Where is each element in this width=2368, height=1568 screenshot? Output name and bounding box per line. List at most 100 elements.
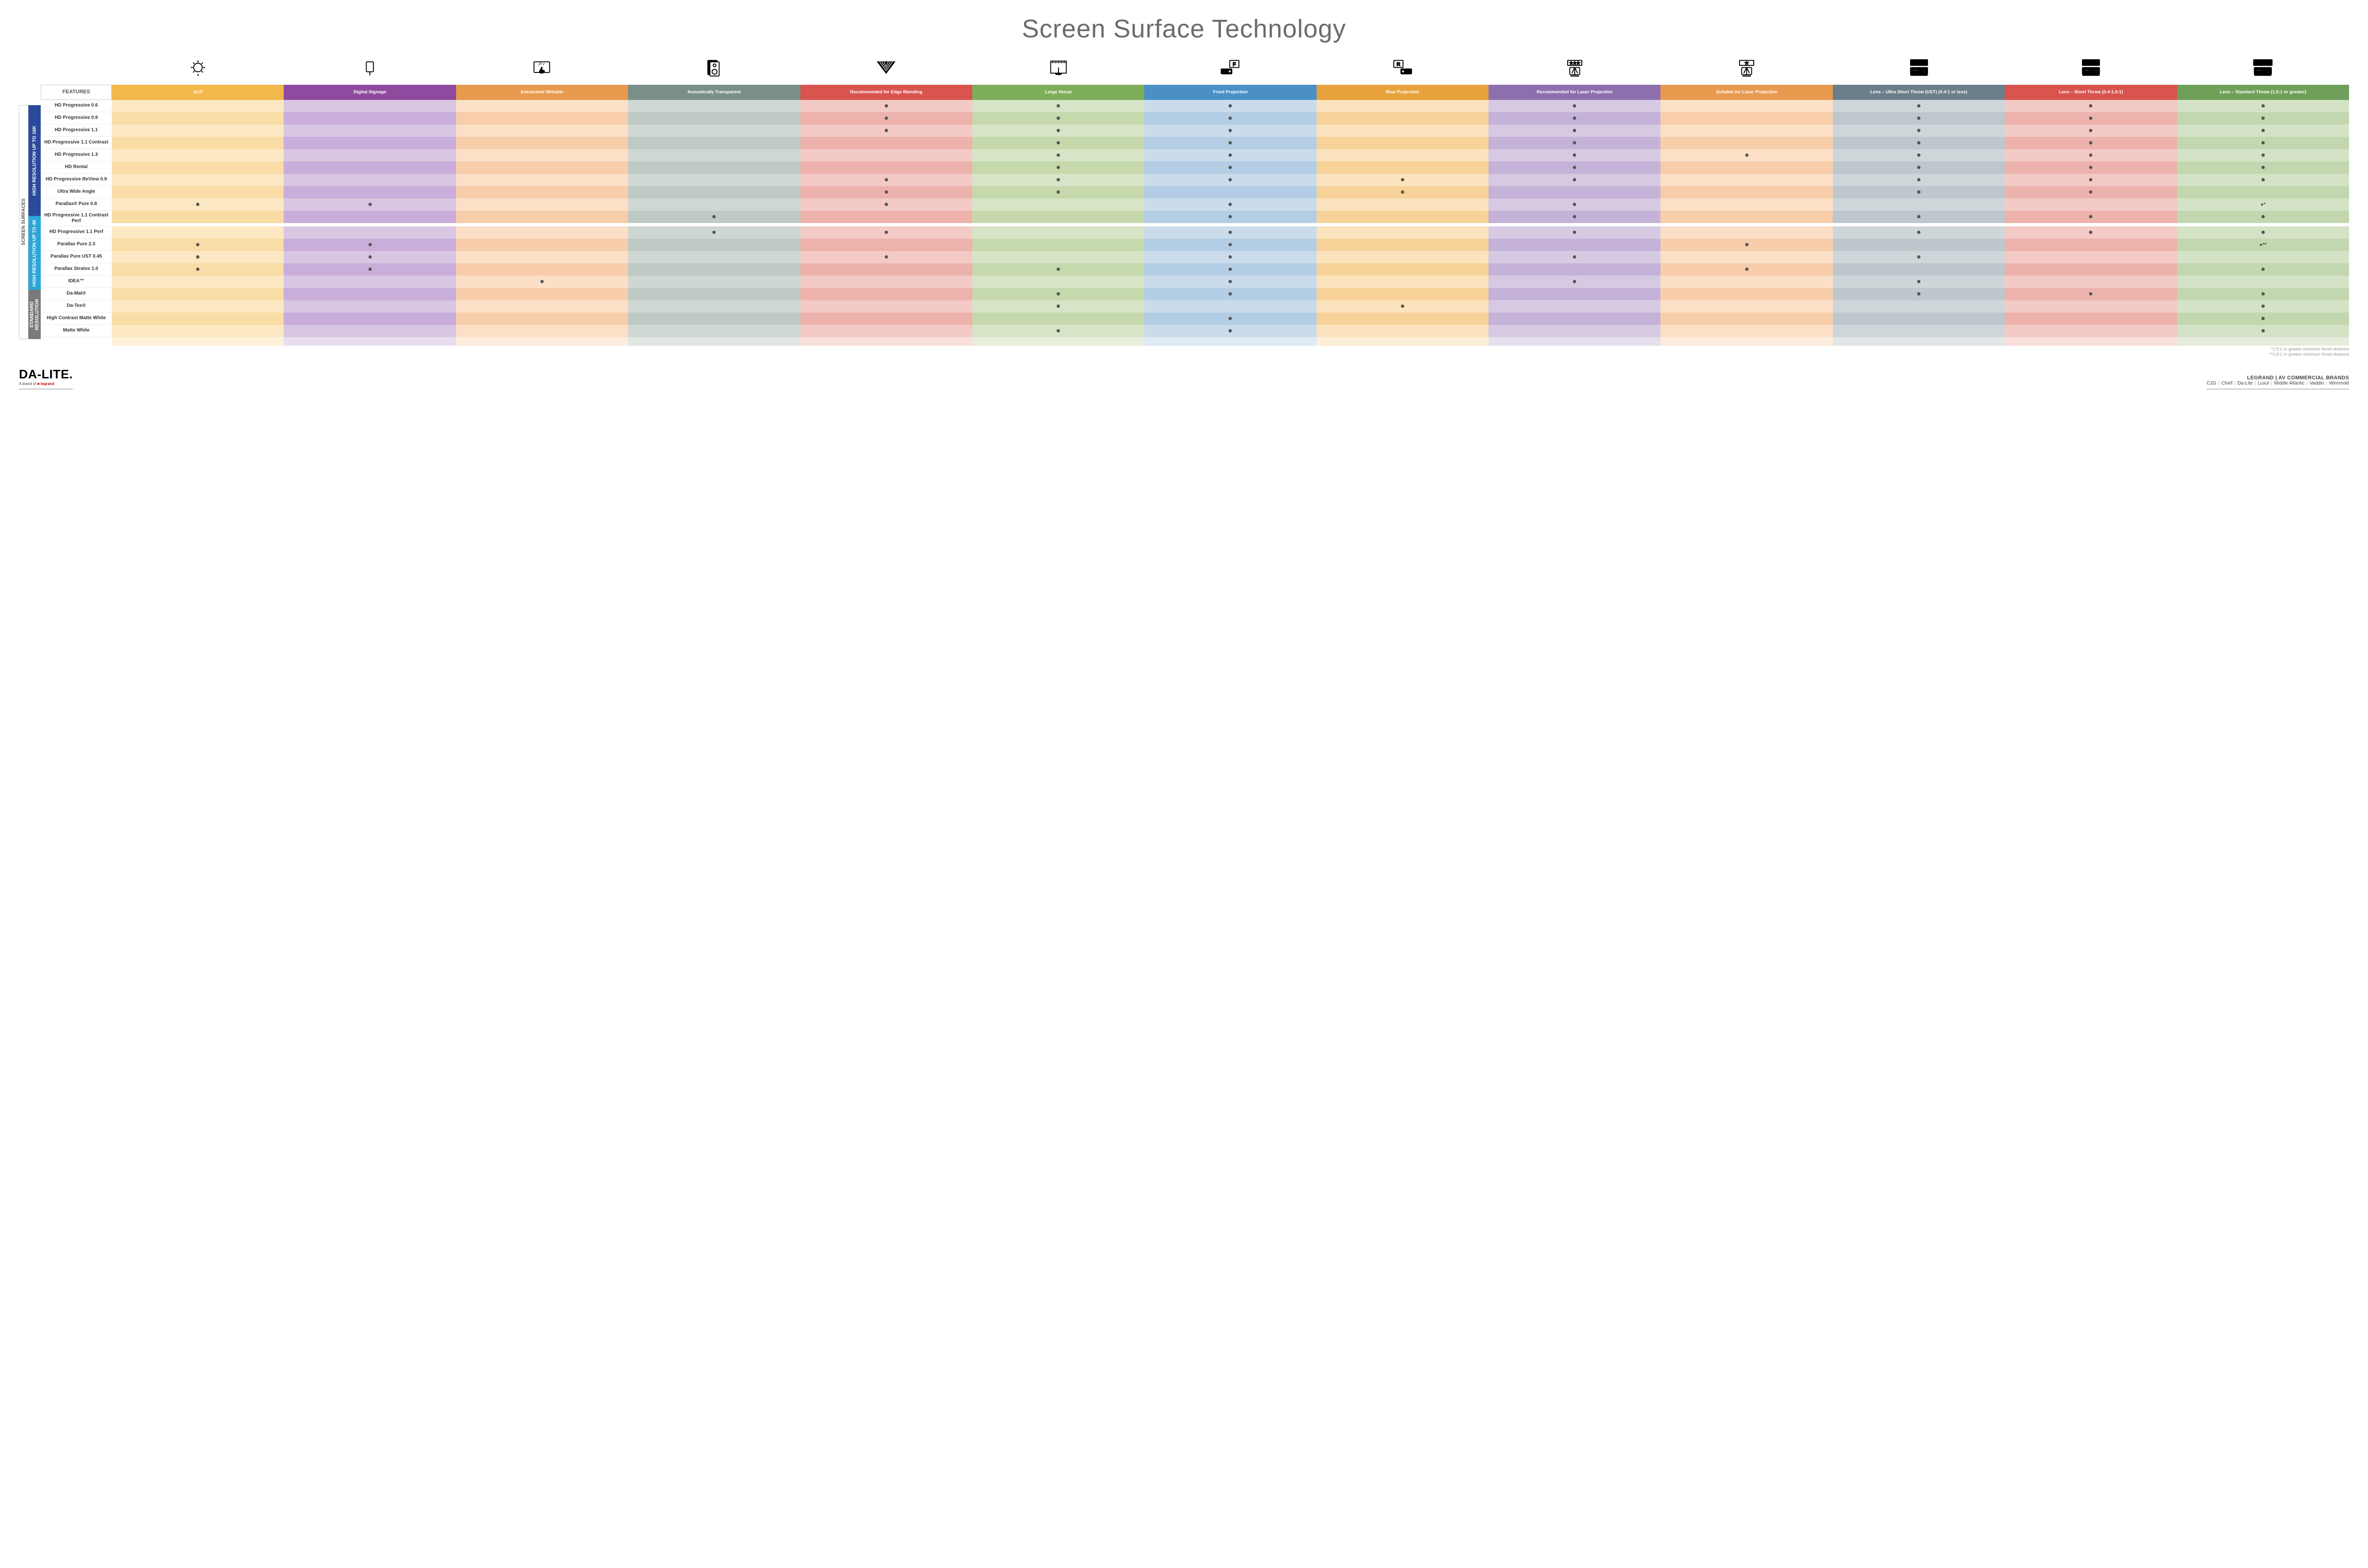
cell-interactive (456, 325, 628, 337)
cell-large (972, 276, 1144, 288)
cell-rec_laser (1489, 300, 1660, 313)
cell-rear (1317, 125, 1489, 137)
chart: SCREEN SURFACES HIGH RESOLUTION UP TO 16… (19, 57, 2349, 358)
cell-large (972, 251, 1144, 263)
cell-large (972, 300, 1144, 313)
cell-alr (112, 137, 284, 149)
cell-suit_laser (1660, 300, 1832, 313)
cell-signage (284, 161, 456, 174)
col-header-rear: Rear Projection (1317, 85, 1489, 100)
cell-ust (1833, 198, 2005, 211)
cell-edge (800, 125, 972, 137)
rec_laser-icon: ★★★ (1563, 57, 1586, 82)
cell-edge (800, 239, 972, 251)
cell-large (972, 313, 1144, 325)
col-header-rec_laser: Recommended for Laser Projection (1489, 85, 1660, 100)
table-row: Matte White (41, 325, 2349, 337)
cell-alr (112, 211, 284, 223)
cell-large (972, 137, 1144, 149)
cell-short (2005, 325, 2177, 337)
cell-front (1144, 300, 1316, 313)
col-header-interactive: Interactive/ Writable (456, 85, 628, 100)
table-row: HD Progressive 1.3 (41, 149, 2349, 161)
brand-list: LEGRAND | AV COMMERCIAL BRANDS C2G|Chief… (2207, 375, 2349, 389)
cell-acoustic (628, 198, 800, 211)
col-header-short: Lens – Short Throw (0.4-1.0:1) (2005, 85, 2177, 100)
alr-icon (187, 57, 209, 82)
cell-large (972, 198, 1144, 211)
cell-std (2177, 263, 2349, 276)
cell-rear (1317, 161, 1489, 174)
cell-ust (1833, 137, 2005, 149)
svg-text:Standard: Standard (2256, 61, 2270, 65)
cell-large (972, 186, 1144, 198)
cell-std (2177, 313, 2349, 325)
cell-alr (112, 198, 284, 211)
acoustic-icon (703, 57, 726, 82)
cell-alr (112, 239, 284, 251)
cell-short (2005, 186, 2177, 198)
cell-std (2177, 149, 2349, 161)
cell-rear (1317, 137, 1489, 149)
cell-edge (800, 313, 972, 325)
cell-std (2177, 186, 2349, 198)
cell-alr (112, 263, 284, 276)
cell-suit_laser (1660, 211, 1832, 223)
cell-std (2177, 100, 2349, 112)
cell-edge (800, 198, 972, 211)
cell-front (1144, 198, 1316, 211)
cell-acoustic (628, 300, 800, 313)
cell-signage (284, 276, 456, 288)
cell-suit_laser (1660, 186, 1832, 198)
cell-edge (800, 174, 972, 186)
cell-large (972, 112, 1144, 125)
cell-signage (284, 137, 456, 149)
table-row: HD Progressive ReView 0.9 (41, 174, 2349, 186)
row-label: HD Progressive 1.1 (41, 125, 112, 137)
cell-short (2005, 149, 2177, 161)
cell-rear (1317, 174, 1489, 186)
cell-rec_laser (1489, 263, 1660, 276)
cell-large (972, 161, 1144, 174)
ust-icon: UST (1908, 57, 1930, 82)
col-header-front: Front Projection (1144, 85, 1316, 100)
col-header-edge: Recommended for Edge Blending (800, 85, 972, 100)
cell-interactive (456, 226, 628, 239)
cell-large (972, 211, 1144, 223)
cell-suit_laser (1660, 125, 1832, 137)
cell-edge (800, 251, 972, 263)
cell-alr (112, 288, 284, 300)
cell-ust (1833, 263, 2005, 276)
cell-signage (284, 300, 456, 313)
cell-std (2177, 325, 2349, 337)
cell-short (2005, 313, 2177, 325)
cell-edge (800, 288, 972, 300)
cell-interactive (456, 174, 628, 186)
row-label: HD Progressive 1.3 (41, 149, 112, 161)
cell-std (2177, 112, 2349, 125)
cell-std (2177, 161, 2349, 174)
table-row: Da-Mat® (41, 288, 2349, 300)
cell-signage (284, 125, 456, 137)
cell-front (1144, 137, 1316, 149)
cell-front (1144, 239, 1316, 251)
cell-front (1144, 226, 1316, 239)
cell-rear (1317, 263, 1489, 276)
cell-edge (800, 161, 972, 174)
cell-rear (1317, 239, 1489, 251)
cell-front (1144, 125, 1316, 137)
cell-rear (1317, 149, 1489, 161)
cell-signage (284, 325, 456, 337)
cell-rec_laser (1489, 161, 1660, 174)
cell-signage (284, 288, 456, 300)
cell-suit_laser (1660, 313, 1832, 325)
icon-row: FR★★★★USTShortStandard (41, 57, 2349, 85)
cell-rec_laser (1489, 112, 1660, 125)
svg-text:R: R (1397, 62, 1400, 67)
cell-front (1144, 325, 1316, 337)
cell-rec_laser (1489, 325, 1660, 337)
col-header-ust: Lens – Ultra Short Throw (UST) (0.4:1 or… (1833, 85, 2005, 100)
edge-icon (875, 57, 897, 82)
col-header-signage: Digital Signage (284, 85, 456, 100)
svg-text:Short: Short (2086, 61, 2096, 65)
